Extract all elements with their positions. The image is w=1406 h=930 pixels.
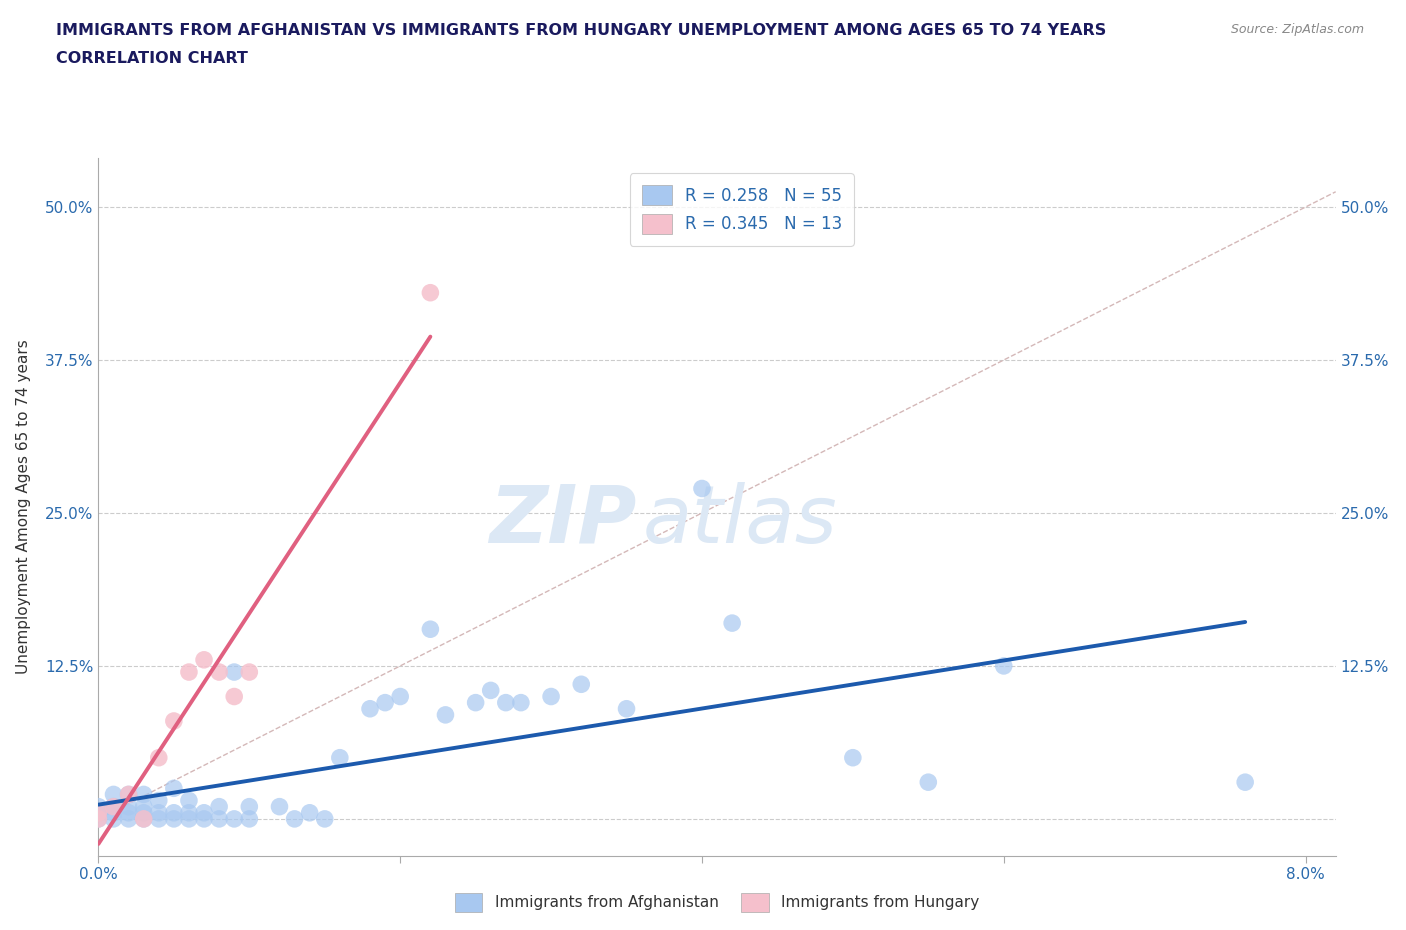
- Point: [993, 658, 1015, 673]
- Point: [329, 751, 352, 765]
- Point: [434, 708, 457, 723]
- Point: [132, 799, 155, 814]
- Point: [117, 787, 139, 802]
- Point: [479, 683, 502, 698]
- Point: [177, 805, 200, 820]
- Point: [117, 787, 139, 802]
- Point: [103, 812, 125, 827]
- Point: [298, 805, 321, 820]
- Point: [238, 812, 260, 827]
- Point: [177, 793, 200, 808]
- Point: [224, 689, 246, 704]
- Point: [163, 781, 186, 796]
- Point: [87, 805, 110, 820]
- Point: [314, 812, 336, 827]
- Point: [389, 689, 412, 704]
- Text: IMMIGRANTS FROM AFGHANISTAN VS IMMIGRANTS FROM HUNGARY UNEMPLOYMENT AMONG AGES 6: IMMIGRANTS FROM AFGHANISTAN VS IMMIGRANT…: [56, 23, 1107, 38]
- Text: atlas: atlas: [643, 482, 838, 560]
- Point: [238, 799, 260, 814]
- Point: [208, 665, 231, 680]
- Point: [917, 775, 939, 790]
- Y-axis label: Unemployment Among Ages 65 to 74 years: Unemployment Among Ages 65 to 74 years: [17, 339, 31, 674]
- Point: [359, 701, 381, 716]
- Point: [721, 616, 744, 631]
- Point: [132, 787, 155, 802]
- Point: [374, 696, 396, 711]
- Point: [132, 805, 155, 820]
- Point: [509, 696, 531, 711]
- Point: [163, 805, 186, 820]
- Point: [148, 805, 170, 820]
- Point: [1234, 775, 1257, 790]
- Point: [87, 799, 110, 814]
- Point: [177, 812, 200, 827]
- Point: [269, 799, 291, 814]
- Point: [690, 481, 713, 496]
- Point: [238, 665, 260, 680]
- Point: [87, 805, 110, 820]
- Point: [193, 805, 215, 820]
- Point: [148, 812, 170, 827]
- Point: [224, 665, 246, 680]
- Point: [103, 799, 125, 814]
- Point: [193, 652, 215, 667]
- Point: [208, 812, 231, 827]
- Point: [132, 812, 155, 827]
- Point: [208, 799, 231, 814]
- Point: [163, 812, 186, 827]
- Point: [495, 696, 517, 711]
- Point: [193, 812, 215, 827]
- Point: [117, 805, 139, 820]
- Point: [419, 622, 441, 637]
- Point: [103, 787, 125, 802]
- Point: [87, 812, 110, 827]
- Text: CORRELATION CHART: CORRELATION CHART: [56, 51, 247, 66]
- Text: Source: ZipAtlas.com: Source: ZipAtlas.com: [1230, 23, 1364, 36]
- Point: [103, 805, 125, 820]
- Point: [163, 713, 186, 728]
- Point: [616, 701, 638, 716]
- Point: [103, 799, 125, 814]
- Point: [148, 793, 170, 808]
- Point: [148, 751, 170, 765]
- Point: [284, 812, 307, 827]
- Point: [87, 812, 110, 827]
- Point: [569, 677, 592, 692]
- Point: [224, 812, 246, 827]
- Point: [419, 286, 441, 300]
- Point: [117, 812, 139, 827]
- Point: [540, 689, 562, 704]
- Point: [842, 751, 865, 765]
- Point: [117, 799, 139, 814]
- Point: [132, 812, 155, 827]
- Point: [464, 696, 486, 711]
- Text: ZIP: ZIP: [489, 482, 637, 560]
- Point: [177, 665, 200, 680]
- Legend: Immigrants from Afghanistan, Immigrants from Hungary: Immigrants from Afghanistan, Immigrants …: [449, 887, 986, 918]
